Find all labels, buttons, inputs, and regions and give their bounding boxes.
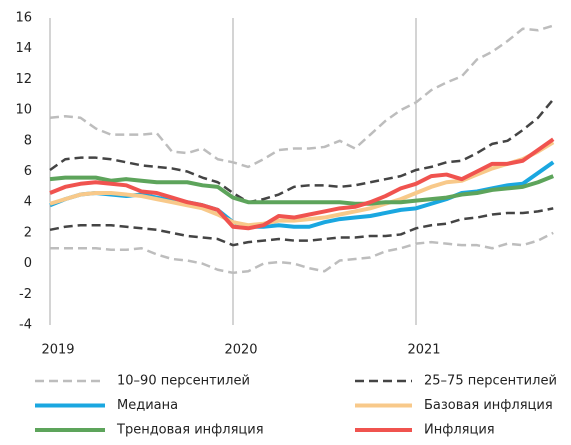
y-tick-label: 4	[24, 195, 32, 210]
y-tick-label: 16	[15, 11, 32, 26]
y-tick-label: 12	[15, 72, 32, 87]
series-line	[49, 137, 555, 231]
x-tick-label: 2020	[224, 343, 257, 358]
series-line	[49, 24, 554, 169]
legend-label: Базовая инфляция	[424, 398, 553, 413]
series-line	[49, 140, 555, 228]
y-tick-label: -2	[19, 287, 32, 302]
legend-label: Медиана	[117, 398, 178, 413]
legend-label: 10–90 персентилей	[117, 374, 250, 389]
legend-label: 25–75 персентилей	[424, 374, 557, 389]
legend-label: Инфляция	[424, 423, 495, 438]
y-tick-label: 0	[24, 256, 32, 271]
y-tick-label: 8	[24, 133, 32, 148]
series-line	[49, 207, 554, 247]
y-tick-label: -4	[19, 318, 32, 333]
x-tick-label: 2021	[407, 343, 440, 358]
legend-label: Трендовая инфляция	[116, 423, 264, 438]
series-line	[49, 174, 554, 206]
y-tick-label: 6	[24, 164, 32, 179]
series-line	[50, 231, 554, 275]
series-line	[49, 98, 555, 204]
y-tick-label: 2	[24, 225, 32, 240]
y-tick-label: 14	[15, 41, 32, 56]
y-tick-label: 10	[15, 103, 32, 118]
x-tick-label: 2019	[41, 343, 74, 358]
